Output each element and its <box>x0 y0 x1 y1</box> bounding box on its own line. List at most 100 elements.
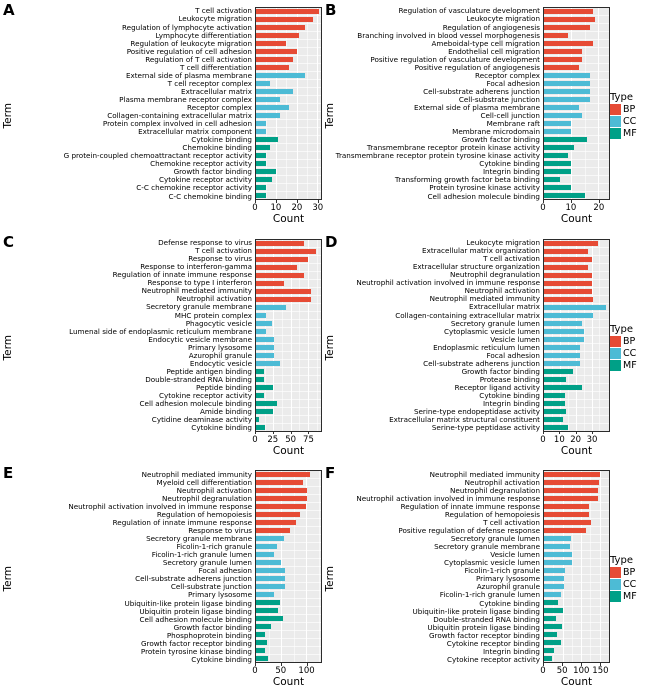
term-label: Cytokine binding <box>15 655 255 663</box>
bar-row <box>544 16 609 24</box>
legend-entries: BP CC MF <box>610 103 637 140</box>
plot-column: 0 50 100 150 Count <box>540 470 610 695</box>
bar-bp <box>544 24 591 31</box>
term-label-text: Endocytic vesicle membrane <box>148 334 252 344</box>
bar-row <box>256 567 321 576</box>
bar-row <box>544 72 609 80</box>
term-label-text: Cell-substrate adherens junction <box>423 86 540 96</box>
x-tick-mark <box>575 431 577 435</box>
legend: Type BP CC MF <box>610 555 637 603</box>
term-label-text: Phagocytic vesicle <box>185 318 252 328</box>
bar-bp <box>256 40 287 47</box>
legend-column: Type BP CC MF <box>610 463 652 695</box>
bar-row <box>544 288 609 296</box>
bar-mf <box>256 384 274 390</box>
term-label: Cytokine binding <box>337 160 543 168</box>
term-label: Cytokine receptor activity <box>15 392 255 400</box>
term-label-text: Regulation of hemopoiesis <box>156 510 252 519</box>
bar-cc <box>256 312 267 318</box>
term-label: Cytoplasmic vesicle lumen <box>337 559 543 567</box>
bar-mf <box>544 616 557 622</box>
bar-bp <box>544 488 598 494</box>
term-label-text: Extracellular matrix organization <box>422 246 540 256</box>
bar-bp <box>256 32 299 39</box>
term-label-text: Protein tyrosine kinase activity <box>429 183 540 193</box>
x-tick-mark <box>290 431 292 435</box>
term-label-text: Receptor complex <box>187 102 252 112</box>
term-label-text: Cytokine binding <box>479 598 540 608</box>
bar-row <box>544 136 609 144</box>
bar-row <box>544 471 609 480</box>
x-tick-label: 20 <box>570 434 582 445</box>
bar-row <box>256 288 321 296</box>
term-label: Cell-cell junction <box>337 112 543 120</box>
term-label: Endocytic vesicle membrane <box>15 335 255 343</box>
term-label-text: Growth factor binding <box>461 366 540 376</box>
x-tick-mark <box>559 431 561 435</box>
bar-cc <box>256 360 281 366</box>
figure-row: A Term T cell activation Leukocyte migrat… <box>0 0 652 232</box>
term-label-text: Transmembrane receptor protein kinase ac… <box>366 143 540 153</box>
term-labels-column: Defense response to virus T cell activati… <box>15 239 255 432</box>
term-label-text: Positive regulation of vasculature devel… <box>370 54 540 64</box>
legend-column: Type BP CC MF <box>610 232 652 464</box>
bar-mf <box>256 600 280 606</box>
bar-row <box>544 352 609 360</box>
term-label-text: T cell activation <box>483 254 540 264</box>
term-label: Membrane microdomain <box>337 128 543 136</box>
term-label: Leukocyte migration <box>337 15 543 23</box>
term-label-text: Neutrophil activation <box>176 294 252 304</box>
term-label: Cell adhesion molecule binding <box>15 615 255 623</box>
term-label: Defense response to virus <box>15 239 255 247</box>
bar-row <box>256 599 321 608</box>
x-axis: 0 10 20 30 <box>252 200 323 213</box>
bar-cc <box>544 96 591 103</box>
bar-row <box>544 392 609 400</box>
bar-row <box>544 615 609 624</box>
bar-row <box>256 128 321 136</box>
bar-cc <box>544 320 583 326</box>
bar-bp <box>544 32 569 39</box>
term-label-text: Cytokine binding <box>191 654 252 664</box>
term-labels-column: Leukocyte migration Extracellular matrix … <box>337 239 543 432</box>
bar-row <box>544 551 609 560</box>
term-label: Receptor complex <box>337 71 543 79</box>
term-label: Plasma membrane receptor complex <box>15 96 255 104</box>
y-axis-title: Term <box>1 566 14 592</box>
x-tick-mark <box>308 431 310 435</box>
bar-row <box>256 104 321 112</box>
bar-mf <box>256 656 268 662</box>
term-label: Cell-substrate adherens junction <box>15 575 255 583</box>
bar-row <box>256 543 321 552</box>
bar-mf <box>544 384 583 390</box>
term-label-text: Regulation of innate immune response <box>112 518 252 528</box>
bar-bp <box>256 496 307 502</box>
bar-cc <box>544 592 562 598</box>
bar-row <box>256 527 321 536</box>
x-tick-label: 0 <box>252 203 258 213</box>
bar-mf <box>256 424 265 430</box>
y-axis-title-wrap: Term <box>0 232 15 464</box>
bar-cc <box>256 568 285 574</box>
bar-cc <box>544 304 606 310</box>
term-label: Protease binding <box>337 375 543 383</box>
bar-mf <box>256 392 264 398</box>
term-label: Focal adhesion <box>337 351 543 359</box>
bar-row <box>256 256 321 264</box>
bar-row <box>544 160 609 168</box>
term-label-text: Cell-substrate adherens junction <box>135 574 252 584</box>
bar-row <box>256 360 321 368</box>
term-label: Response to interferon-gamma <box>15 263 255 271</box>
bar-mf <box>256 632 265 638</box>
term-label-text: Cytokine receptor binding <box>446 638 540 648</box>
term-label-text: Focal adhesion <box>486 78 540 88</box>
term-label-text: Cytoplasmic vesicle lumen <box>443 558 540 568</box>
bar-bp <box>544 528 587 534</box>
term-label-text: Neutrophil degranulation <box>162 493 252 503</box>
term-label: Ficolin-1-rich granule <box>337 567 543 575</box>
bar-bp <box>544 256 592 262</box>
go-enrichment-panel: E Term Neutrophil mediated immunity Myelo… <box>0 463 322 695</box>
term-label: Regulation of innate immune response <box>15 519 255 527</box>
x-tick-label: 0 <box>540 434 546 445</box>
bar-row <box>544 344 609 352</box>
